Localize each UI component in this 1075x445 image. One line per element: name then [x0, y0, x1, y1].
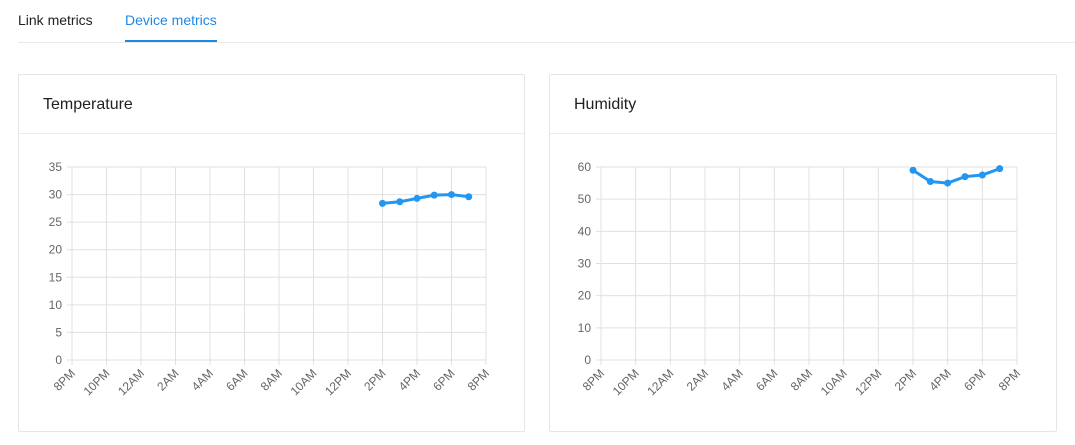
- y-tick-label: 10: [578, 321, 592, 335]
- y-tick-label: 60: [578, 160, 592, 174]
- x-tick-label: 12PM: [322, 366, 354, 398]
- temperature-card-title: Temperature: [43, 96, 133, 113]
- y-tick-label: 25: [49, 215, 63, 229]
- data-point: [396, 198, 404, 206]
- y-tick-label: 0: [55, 353, 62, 367]
- y-tick-label: 20: [578, 289, 592, 303]
- x-tick-label: 8PM: [580, 366, 607, 393]
- card-header: Humidity: [550, 75, 1056, 134]
- data-point: [430, 191, 438, 199]
- x-tick-label: 12AM: [644, 366, 676, 398]
- data-point: [413, 194, 421, 202]
- data-point: [448, 191, 455, 199]
- humidity-card: Humidity 60 50 40 30 20 10 0 8PM 10PM 12AM 2AM 4AM 6…: [549, 74, 1057, 432]
- x-tick-label: 10AM: [818, 366, 850, 398]
- data-point: [978, 171, 986, 179]
- x-tick-label: 4AM: [189, 366, 216, 393]
- series-line: [912, 167, 1001, 185]
- x-tick-label: 8PM: [996, 366, 1023, 393]
- x-tick-label: 10PM: [81, 366, 113, 398]
- tab-link-metrics[interactable]: Link metrics: [18, 12, 93, 28]
- x-tick-label: 8AM: [258, 366, 285, 393]
- tab-bar: Link metrics Device metrics: [18, 0, 1075, 43]
- active-tab-indicator: [125, 40, 217, 42]
- data-point: [926, 177, 934, 185]
- x-tick-label: 4PM: [396, 366, 423, 393]
- temperature-card: Temperature 35 30 25 20 15 10 5 0 8PM 10PM 12AM 2AM…: [18, 74, 525, 432]
- y-tick-label: 30: [49, 188, 63, 202]
- y-tick-label: 30: [578, 257, 592, 271]
- x-tick-label: 10AM: [288, 366, 320, 398]
- data-point: [909, 166, 917, 174]
- y-tick-label: 40: [578, 224, 592, 238]
- y-tick-label: 10: [49, 298, 63, 312]
- y-tick-label: 0: [584, 353, 591, 367]
- data-point: [944, 179, 952, 187]
- x-tick-label: 2PM: [892, 366, 919, 393]
- x-tick-label: 8PM: [465, 366, 492, 393]
- humidity-card-title: Humidity: [574, 96, 637, 113]
- x-tick-label: 6PM: [961, 366, 988, 393]
- x-tick-label: 2PM: [361, 366, 388, 393]
- x-tick-label: 8AM: [788, 366, 815, 393]
- y-tick-label: 50: [578, 192, 592, 206]
- tab-device-metrics[interactable]: Device metrics: [125, 12, 217, 28]
- x-tick-label: 6AM: [223, 366, 250, 393]
- x-tick-label: 8PM: [51, 366, 78, 393]
- y-tick-label: 20: [49, 243, 63, 257]
- x-tick-label: 6PM: [430, 366, 457, 393]
- x-tick-label: 4AM: [718, 366, 745, 393]
- data-point: [465, 193, 473, 201]
- y-tick-label: 5: [55, 325, 62, 339]
- card-header: Temperature: [19, 75, 524, 134]
- x-tick-label: 4PM: [926, 366, 953, 393]
- x-tick-label: 2AM: [684, 366, 711, 393]
- y-tick-label: 35: [49, 160, 63, 174]
- series-line: [382, 193, 469, 205]
- x-tick-label: 10PM: [610, 366, 642, 398]
- x-tick-label: 6AM: [753, 366, 780, 393]
- x-tick-label: 2AM: [154, 366, 181, 393]
- x-tick-label: 12AM: [115, 366, 147, 398]
- y-tick-label: 15: [49, 270, 63, 284]
- data-point: [996, 165, 1004, 173]
- data-point: [961, 173, 969, 181]
- x-tick-label: 12PM: [852, 366, 884, 398]
- data-point: [379, 199, 386, 207]
